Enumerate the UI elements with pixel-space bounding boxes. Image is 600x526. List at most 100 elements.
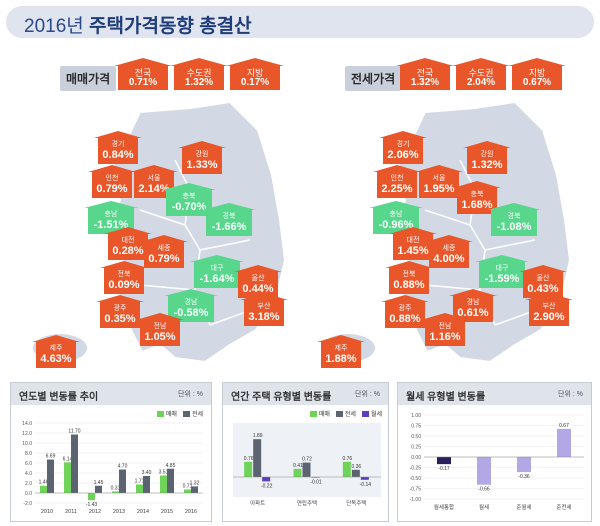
type-bar xyxy=(342,461,351,477)
yearly-bar xyxy=(112,491,119,493)
jeonse-region-value: 0.88% xyxy=(389,313,421,325)
yearly-chart-title: 연도별 변동률 추이 xyxy=(19,392,99,403)
sale-region-marker: 세종 0.79% xyxy=(140,235,188,268)
jeonse-region-name: 울산 xyxy=(536,275,550,282)
jeonse-region-value: 0.61% xyxy=(457,307,489,319)
sale-region-value: 1.05% xyxy=(144,331,176,343)
jeonse-region-marker: 경기 2.06% xyxy=(379,131,427,164)
jeonse-region-value: 0.88% xyxy=(393,279,425,291)
jeonse-region-marker: 대전 1.45% xyxy=(389,227,437,260)
sale-region-name: 전남 xyxy=(153,323,167,330)
yearly-bar-label: 1.46 xyxy=(39,480,49,486)
type-xtick: 아파트 xyxy=(250,499,265,507)
yearly-bar-label: 6.69 xyxy=(46,454,56,460)
yearly-chart-header: 연도별 변동률 추이 단위 : % xyxy=(11,383,211,405)
sale-region-value: -1.51% xyxy=(93,219,129,231)
sale-price-label: 매매가격 xyxy=(60,66,117,91)
type-bar-label: 0.41 xyxy=(293,463,303,469)
sale-summary-badge: 전국 0.71% xyxy=(114,58,172,90)
jeonse-region-marker: 제주 1.88% xyxy=(317,335,365,368)
type-chart-panel: 연간 주택 유형별 변동률 단위 : % 매매 전세 월세 0.76 1.89 -0… xyxy=(222,382,389,522)
jeonse-region-marker: 대구 -1.59% xyxy=(475,255,529,288)
wolse-xtick: 월세통합 xyxy=(434,503,454,511)
jeonse-region-name: 충남 xyxy=(389,211,403,218)
wolse-ytick: -0.25 xyxy=(410,466,422,472)
sale-region-name: 강원 xyxy=(195,151,209,158)
sale-summary-badge-name: 수도권 xyxy=(186,68,212,78)
yearly-bar-label: 4.85 xyxy=(166,463,176,469)
jeonse-region-marker: 강원 1.32% xyxy=(463,141,511,174)
sale-region-name: 충남 xyxy=(104,211,118,218)
sale-region-marker: 부산 3.18% xyxy=(240,293,288,326)
wolse-bar-label: -0.17 xyxy=(438,466,450,472)
wolse-bar-label: 0.67 xyxy=(559,423,569,429)
sale-region-marker: 충남 -1.51% xyxy=(84,201,138,234)
yearly-bar xyxy=(184,489,191,493)
type-bar-label: -0.01 xyxy=(310,480,322,486)
jeonse-region-marker: 서울 1.95% xyxy=(415,165,463,198)
yearly-ytick: 0.0 xyxy=(25,491,32,497)
sale-region-value: 0.28% xyxy=(112,245,144,257)
yearly-ytick: 6.0 xyxy=(25,461,32,467)
wolse-ytick: 1.00 xyxy=(411,413,421,419)
yearly-xtick: 2012 xyxy=(89,509,101,515)
wolse-chart-title: 월세 유형별 변동률 xyxy=(406,392,486,403)
sale-region-value: 0.79% xyxy=(96,183,128,195)
sale-region-name: 울산 xyxy=(251,275,265,282)
sale-region-marker: 전남 1.05% xyxy=(136,313,184,346)
jeonse-region-name: 경남 xyxy=(466,299,480,306)
jeonse-region-marker: 부산 2.90% xyxy=(525,293,573,326)
sale-region-value: 0.84% xyxy=(102,149,134,161)
type-bar xyxy=(262,477,271,482)
type-bar xyxy=(311,477,320,478)
jeonse-price-label: 전세가격 xyxy=(345,66,402,91)
wolse-ytick: -0.75 xyxy=(410,487,422,493)
jeonse-region-marker: 광주 0.88% xyxy=(381,295,429,328)
wolse-bar xyxy=(557,428,571,457)
sale-region-value: 0.09% xyxy=(108,279,140,291)
jeonse-region-name: 전남 xyxy=(438,323,452,330)
jeonse-summary-badge-name: 지방 xyxy=(528,68,546,78)
sale-region-name: 광주 xyxy=(113,305,127,312)
title-bar: 2016년 주택가격동향 총결산 xyxy=(6,6,594,38)
jeonse-region-value: 2.25% xyxy=(381,183,413,195)
wolse-chart: -1.00 -0.75 -0.50 -0.25 0.00 0.25 0.50 0.75 1.00… xyxy=(410,413,584,511)
yearly-ytick: 10.0 xyxy=(22,441,32,447)
wolse-bar-label: -0.66 xyxy=(478,487,490,493)
type-chart-title: 연간 주택 유형별 변동률 xyxy=(231,392,332,403)
jeonse-region-value: 1.16% xyxy=(429,331,461,343)
yearly-ytick: 12.0 xyxy=(22,431,32,437)
sale-summary-badge: 수도권 1.32% xyxy=(170,58,228,90)
sale-region-marker: 전북 0.09% xyxy=(100,261,148,294)
type-xtick: 연립주택 xyxy=(297,499,317,507)
wolse-xtick: 준전세 xyxy=(556,503,571,511)
sale-region-name: 경북 xyxy=(222,213,236,220)
type-bar xyxy=(302,462,311,477)
sale-region-value: 0.44% xyxy=(242,283,274,295)
wolse-bar xyxy=(437,457,451,465)
jeonse-summary-badge-name: 전국 xyxy=(416,68,434,78)
sale-region-value: -0.58% xyxy=(173,307,209,319)
sale-summary-badge-value: 1.32% xyxy=(184,77,214,88)
sale-region-name: 충북 xyxy=(182,193,196,200)
jeonse-region-marker: 경북 -1.08% xyxy=(487,203,541,236)
title-year: 2016년 xyxy=(24,16,84,37)
wolse-bar xyxy=(517,457,531,473)
type-bar xyxy=(244,461,253,477)
yearly-xtick: 2013 xyxy=(113,509,125,515)
yearly-ytick: -2.0 xyxy=(23,501,32,507)
jeonse-summary-badge-value: 0.67% xyxy=(522,77,552,88)
sale-region-marker: 광주 0.35% xyxy=(96,295,144,328)
wolse-ytick: 0.50 xyxy=(411,434,421,440)
yearly-bar-label: 3.51 xyxy=(159,469,169,475)
jeonse-summary-badge: 수도권 2.04% xyxy=(452,58,510,90)
jeonse-region-name: 제주 xyxy=(334,345,348,352)
yearly-bar xyxy=(64,462,71,493)
yearly-bar xyxy=(160,475,167,493)
wolse-chart-panel: 월세 유형별 변동률 단위 : % -1.00 -0.75 -0.50 -0.25 0.… xyxy=(397,382,592,522)
yearly-bar-label: 3.40 xyxy=(142,470,152,476)
sale-summary-badge-value: 0.71% xyxy=(128,77,158,88)
wolse-chart-unit: 단위 : % xyxy=(558,391,583,398)
legend-wolse: 월세 xyxy=(361,409,382,418)
legend-jeonse-label: 전세 xyxy=(191,412,203,418)
